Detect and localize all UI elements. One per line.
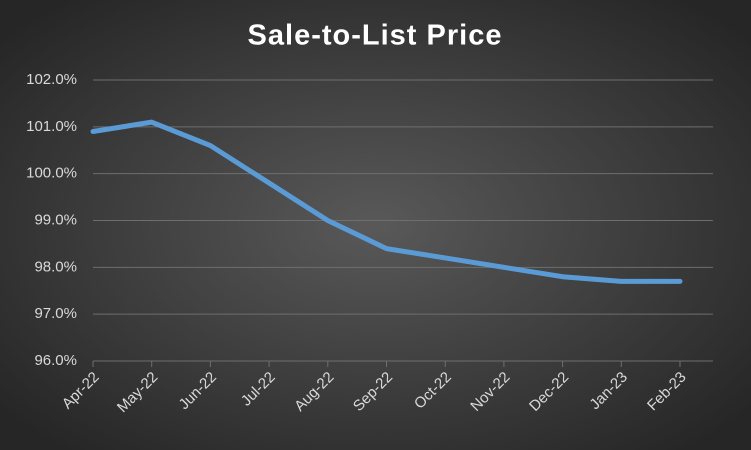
y-tick-label: 100.0% — [26, 165, 77, 182]
y-tick-label: 102.0% — [26, 71, 77, 88]
y-tick-label: 96.0% — [34, 352, 77, 369]
chart-title: Sale-to-List Price — [248, 20, 503, 52]
y-tick-label: 101.0% — [26, 118, 77, 135]
y-tick-label: 98.0% — [34, 258, 77, 275]
y-tick-label: 99.0% — [34, 211, 77, 228]
data-line — [90, 119, 683, 284]
y-tick-label: 97.0% — [34, 305, 77, 322]
